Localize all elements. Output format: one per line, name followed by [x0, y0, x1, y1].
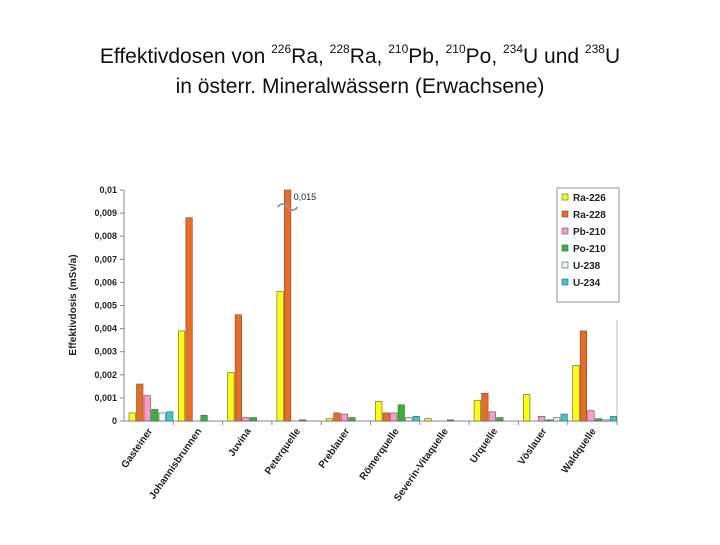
y-tick-label: 0,01 — [99, 185, 117, 195]
bar-ra-226-4 — [325, 418, 334, 422]
y-tick-label: 0,003 — [94, 347, 117, 357]
bar-ra-228-7 — [481, 392, 489, 422]
bar-u-238-9 — [602, 419, 610, 422]
bar-po-210-8 — [545, 419, 553, 422]
category-label: Römerquelle — [358, 426, 402, 482]
bar-u-238-5 — [405, 417, 413, 422]
title-iso5-name: U und — [523, 45, 585, 68]
category-label: Gasteiner — [120, 426, 156, 470]
y-tick-label: 0 — [112, 416, 117, 426]
bar-ra-228-0 — [136, 383, 144, 422]
bar-pb-210-0 — [143, 395, 151, 422]
bar-pb-210-9 — [587, 410, 595, 422]
bar-u-238-0 — [158, 412, 166, 422]
y-tick-label: 0,001 — [94, 393, 117, 403]
bar-ra-226-6 — [424, 418, 432, 422]
bar-u-234-5 — [412, 416, 420, 422]
bar-ra-228-1 — [185, 217, 193, 422]
title-iso3-mass: 210 — [388, 42, 409, 56]
bar-pb-210-8 — [538, 416, 546, 422]
bar-po-210-9 — [594, 418, 603, 422]
bar-ra-226-2 — [227, 372, 235, 422]
bar-u-234-0 — [166, 411, 174, 422]
bar-pb-210-4 — [340, 413, 349, 422]
bar-ra-228-9 — [579, 330, 588, 422]
title-iso1-mass: 226 — [271, 42, 292, 56]
legend-label: Ra-226 — [573, 193, 606, 204]
title-iso5-mass: 234 — [503, 42, 524, 56]
category-label: Peterquelle — [263, 426, 303, 477]
bar-ra-226-5 — [375, 401, 383, 422]
category-label: Severin-Vitaquelle — [392, 426, 451, 504]
bar-po-210-4 — [348, 417, 356, 422]
bar-po-210-5 — [397, 404, 405, 422]
bar-u-234-8 — [560, 413, 568, 422]
bar-ra-226-1 — [178, 330, 186, 422]
y-tick-label: 0,002 — [94, 370, 117, 380]
bar-ra-228-2 — [234, 314, 242, 422]
title-iso2-name: Ra, — [349, 45, 389, 68]
chart-title: Effektivdosen von 226Ra, 228Ra, 210Pb, 2… — [0, 36, 720, 102]
legend-swatch — [561, 210, 569, 218]
bar-u-234-9 — [609, 416, 618, 422]
y-tick-label: 0,004 — [94, 324, 117, 334]
bar-ra-226-3 — [276, 291, 284, 422]
bar-ra-228-4 — [333, 412, 341, 422]
legend-swatch — [561, 244, 569, 252]
legend-label: Ra-228 — [573, 210, 606, 221]
legend-swatch — [561, 193, 569, 201]
axis-break-icon — [276, 203, 299, 211]
legend-label: Pb-210 — [573, 227, 606, 238]
bar-po-210-1 — [200, 414, 208, 422]
bar-ra-226-7 — [473, 399, 481, 422]
bar-po-210-0 — [151, 409, 159, 422]
y-tick-label: 0,006 — [94, 277, 117, 287]
category-label: Johannisbrunnen — [147, 426, 204, 501]
bar-ra-226-0 — [128, 412, 136, 422]
title-line-2: in österr. Mineralwässern (Erwachsene) — [175, 75, 545, 98]
y-axis-title: Effektivdosis (mSv/a) — [68, 254, 79, 355]
legend-swatch — [561, 227, 569, 235]
title-iso6-name: U — [604, 45, 621, 68]
title-iso3-name: Pb, — [408, 45, 446, 68]
title-iso4-mass: 210 — [445, 42, 466, 56]
title-prefix: Effektivdosen von — [99, 45, 272, 68]
bar-po-210-3 — [299, 419, 307, 422]
y-tick-label: 0,005 — [94, 301, 117, 311]
y-tick-label: 0,009 — [94, 208, 117, 218]
bar-po-210-7 — [496, 417, 504, 422]
category-label: Vöslauer — [516, 426, 549, 467]
bar-ra-228-3 — [284, 189, 292, 422]
bar-u-238-8 — [553, 417, 561, 422]
legend-label: U-234 — [573, 278, 601, 289]
category-label: Urquelle — [468, 426, 500, 465]
bar-ra-226-9 — [572, 365, 580, 422]
bar-po-210-6 — [446, 419, 455, 422]
legend-label: U-238 — [573, 261, 601, 272]
category-label: Preblauer — [317, 426, 353, 470]
title-iso2-mass: 228 — [329, 42, 350, 56]
bar-ra-226-8 — [523, 394, 531, 422]
title-iso4-name: Po, — [465, 45, 503, 68]
y-tick-label: 0,007 — [94, 254, 117, 264]
category-label: Juvina — [227, 426, 254, 459]
value-annotation: 0,015 — [294, 192, 317, 202]
bar-pb-210-5 — [390, 412, 398, 422]
y-tick-label: 0,008 — [94, 231, 117, 241]
title-iso6-mass: 238 — [584, 42, 605, 56]
bar-ra-228-5 — [382, 412, 390, 422]
legend-label: Po-210 — [573, 244, 606, 255]
category-label: Waldquelle — [560, 426, 599, 476]
legend-swatch — [561, 278, 569, 286]
title-line-1: Effektivdosen von 226Ra, 228Ra, 210Pb, 2… — [0, 36, 720, 72]
bar-pb-210-2 — [242, 417, 250, 422]
bar-pb-210-7 — [488, 411, 496, 422]
bar-po-210-2 — [249, 417, 257, 422]
title-iso1-name: Ra, — [291, 45, 330, 68]
legend-swatch — [561, 261, 569, 269]
